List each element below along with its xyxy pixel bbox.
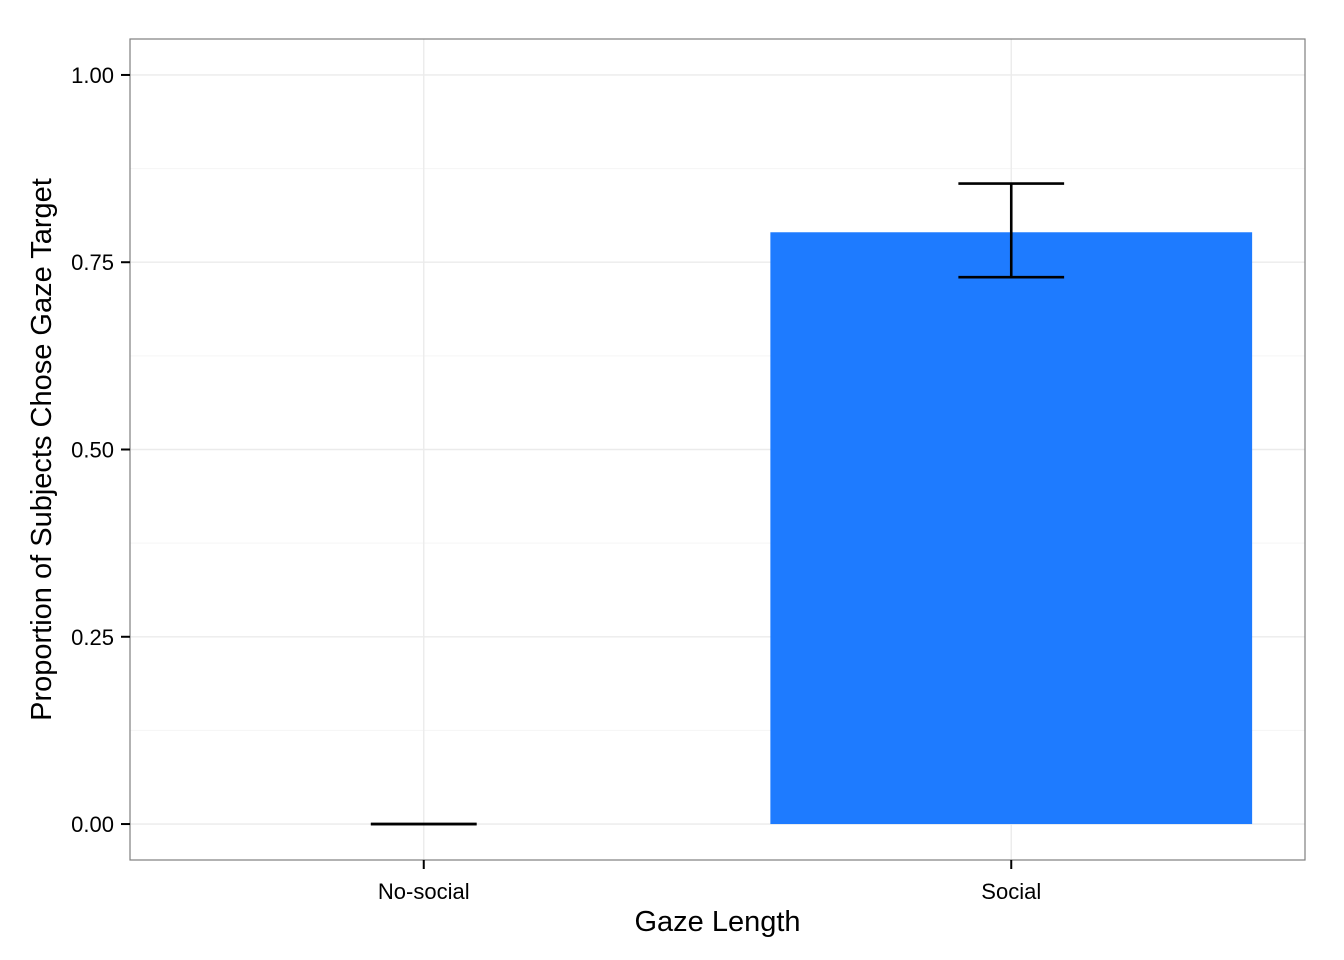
y-tick-label: 1.00	[71, 63, 114, 88]
y-axis: 0.00 0.25 0.50 0.75 1.00	[71, 63, 130, 837]
bars	[770, 232, 1253, 825]
error-bars	[370, 182, 1065, 826]
x-tick-label: Social	[981, 879, 1041, 904]
bar-social	[770, 232, 1253, 825]
x-axis: No-social Social	[378, 860, 1041, 904]
x-tick-label: No-social	[378, 879, 470, 904]
y-tick-label: 0.75	[71, 250, 114, 275]
x-axis-title: Gaze Length	[634, 906, 800, 938]
y-tick-label: 0.50	[71, 438, 114, 463]
y-axis-title: Proportion of Subjects Chose Gaze Target	[26, 178, 58, 721]
y-tick-label: 0.25	[71, 625, 114, 650]
y-tick-label: 0.00	[71, 812, 114, 837]
